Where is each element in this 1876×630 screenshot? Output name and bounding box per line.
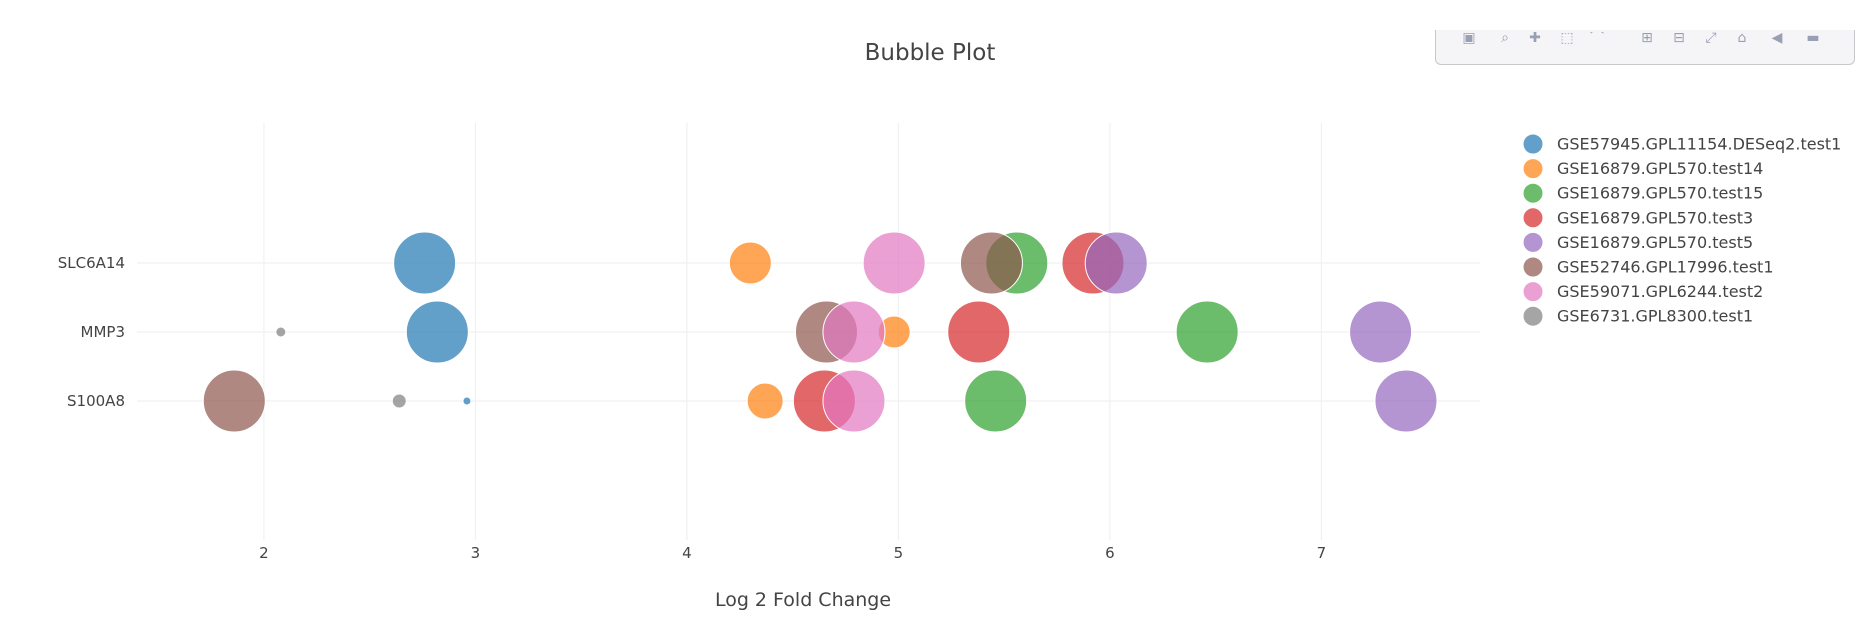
y-tick-label: MMP3 (81, 323, 125, 341)
bubble-point[interactable] (392, 394, 406, 408)
bubble-point[interactable] (965, 370, 1027, 432)
camera-icon[interactable]: ▣ (1458, 32, 1480, 44)
x-axis-label: Log 2 Fold Change (715, 589, 891, 611)
legend-item[interactable]: GSE16879.GPL570.test3 (1523, 208, 1753, 228)
x-tick-label: 4 (682, 544, 692, 562)
x-tick-label: 7 (1317, 544, 1327, 562)
bubble-point[interactable] (276, 327, 286, 337)
x-tick-label: 5 (894, 544, 904, 562)
zoom-out-icon[interactable]: ⊟ (1668, 32, 1690, 44)
bubble-point[interactable] (406, 301, 468, 363)
x-tick-label: 6 (1105, 544, 1115, 562)
bubble-point[interactable] (823, 370, 885, 432)
legend-item[interactable]: GSE16879.GPL570.test14 (1523, 159, 1763, 179)
bubble-point[interactable] (1176, 301, 1238, 363)
bubble-point[interactable] (394, 232, 456, 294)
x-axis-ticks: 2 3 4 5 6 7 (259, 544, 1326, 562)
y-tick-label: S100A8 (67, 392, 125, 410)
bubble-point[interactable] (729, 242, 771, 284)
legend-marker (1523, 183, 1543, 203)
legend-label: GSE6731.GPL8300.test1 (1557, 307, 1753, 326)
bubble-point[interactable] (1350, 301, 1412, 363)
legend-item[interactable]: GSE59071.GPL6244.test2 (1523, 282, 1763, 302)
autoscale-icon[interactable]: ⤢ (1700, 32, 1722, 44)
bubble-point[interactable] (960, 232, 1022, 294)
bubble-point[interactable] (747, 383, 783, 419)
legend-label: GSE57945.GPL11154.DESeq2.test1 (1557, 135, 1841, 154)
bubble-point[interactable] (1085, 232, 1147, 294)
x-tick-label: 3 (471, 544, 481, 562)
legend-marker (1523, 306, 1543, 326)
y-tick-label: SLC6A14 (58, 254, 125, 272)
legend[interactable]: GSE57945.GPL11154.DESeq2.test1 GSE16879.G… (1523, 134, 1841, 326)
legend-marker (1523, 232, 1543, 252)
legend-item[interactable]: GSE16879.GPL570.test15 (1523, 183, 1763, 203)
x-tick-label: 2 (259, 544, 269, 562)
legend-label: GSE16879.GPL570.test3 (1557, 208, 1753, 227)
legend-label: GSE59071.GPL6244.test2 (1557, 282, 1763, 301)
bubble-point[interactable] (948, 301, 1010, 363)
legend-marker (1523, 282, 1543, 302)
legend-marker (1523, 208, 1543, 228)
legend-label: GSE16879.GPL570.test15 (1557, 184, 1763, 203)
spike-lines-icon[interactable]: ◀ (1766, 32, 1788, 44)
legend-item[interactable]: GSE6731.GPL8300.test1 (1523, 306, 1753, 326)
bubble-point[interactable] (863, 232, 925, 294)
bubble-point[interactable] (203, 370, 265, 432)
home-icon[interactable]: ⌂ (1731, 32, 1753, 44)
bubble-point[interactable] (1375, 370, 1437, 432)
legend-label: GSE16879.GPL570.test14 (1557, 159, 1763, 178)
legend-label: GSE16879.GPL570.test5 (1557, 233, 1753, 252)
legend-marker (1523, 257, 1543, 277)
legend-item[interactable]: GSE57945.GPL11154.DESeq2.test1 (1523, 134, 1841, 154)
legend-marker (1523, 159, 1543, 179)
box-select-icon[interactable]: ⬚ (1556, 32, 1578, 44)
zoom-icon[interactable]: ⌕ (1494, 32, 1516, 44)
legend-label: GSE52746.GPL17996.test1 (1557, 258, 1774, 277)
legend-marker (1523, 134, 1543, 154)
chart-title: Bubble Plot (865, 40, 996, 66)
bubble-point[interactable] (823, 301, 885, 363)
bubble-point[interactable] (463, 397, 471, 405)
lasso-icon[interactable]: ⌒ (1586, 32, 1608, 44)
modebar: ▣ ⌕ ✚ ⬚ ⌒ ⊞ ⊟ ⤢ ⌂ ◀ ▬ (1435, 30, 1855, 65)
pan-icon[interactable]: ✚ (1524, 32, 1546, 44)
zoom-in-icon[interactable]: ⊞ (1636, 32, 1658, 44)
y-axis-ticks: SLC6A14 MMP3 S100A8 (58, 254, 125, 410)
legend-item[interactable]: GSE16879.GPL570.test5 (1523, 232, 1753, 252)
legend-item[interactable]: GSE52746.GPL17996.test1 (1523, 257, 1774, 277)
hover-compare-icon[interactable]: ▬ (1802, 32, 1824, 44)
